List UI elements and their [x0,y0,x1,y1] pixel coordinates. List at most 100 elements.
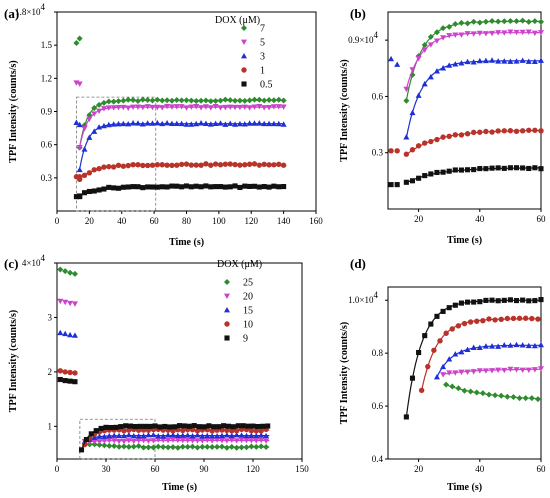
data-point [120,184,126,190]
data-point [174,444,181,451]
data-point [501,58,508,64]
data-point [227,184,233,190]
y-tick-label: 0.6 [372,401,384,411]
data-point [159,184,165,190]
data-point [214,432,221,439]
data-point [184,443,191,450]
data-point [165,432,172,438]
x-tick-label: 60 [150,216,160,226]
data-point [446,305,452,311]
panel-b: (b) 20 40 60 0.3 0.6 0.9×104 Time (s) TPF Intens… [339,6,546,246]
data-point [155,437,162,443]
data-point [189,438,196,444]
data-point [120,97,127,104]
data-point [265,423,271,429]
data-point [266,184,272,190]
data-point [520,165,526,171]
y-axis-label: TPF Intensity (counts/s) [8,60,19,162]
data-point [248,432,255,438]
data-point [101,164,107,170]
data-point [212,104,219,110]
data-point [222,121,229,127]
data-point [71,301,78,307]
x-axis-label: Time (s) [169,237,204,248]
data-point [440,134,446,140]
data-point [213,184,219,190]
data-point [440,25,447,32]
data-point [178,120,185,127]
data-point [261,120,268,127]
data-point [150,431,157,438]
data-point [173,120,180,127]
data-point [228,432,235,439]
data-point [120,432,127,439]
data-point [433,38,440,44]
data-point [135,184,141,190]
x-tick-label: 30 [102,464,112,474]
data-point [388,55,395,62]
data-point [482,31,489,37]
data-point [507,29,514,35]
data-point [467,388,474,395]
data-point [534,396,541,403]
data-point [394,182,400,188]
data-point [232,161,238,168]
data-point [134,104,141,110]
data-point [538,297,544,303]
data-point [513,367,520,373]
data-point [409,67,416,73]
data-point [125,96,132,103]
data-point [470,129,477,136]
data-point [202,120,209,126]
data-point [212,97,219,104]
data-point [538,30,544,36]
data-point [433,374,440,380]
data-point [206,423,212,429]
data-point [531,367,538,373]
series-3 [388,55,544,140]
data-point [91,111,98,117]
data-point [440,35,447,41]
data-point [281,183,287,190]
series-0.5 [388,165,544,188]
data-point [118,424,124,430]
data-point [243,437,250,444]
x-tick-label: 80 [182,216,192,226]
data-point [164,97,171,104]
data-point [422,333,428,339]
data-point [501,128,507,134]
data-point [501,297,507,303]
y-tick-label: 0.6 [41,140,53,150]
data-point [150,438,157,444]
data-point [422,140,428,146]
data-point [519,29,526,36]
data-point [91,167,97,173]
series-1 [73,161,287,183]
y-tick-label: 0.4 [372,454,384,464]
data-point [501,165,507,171]
data-point [157,424,163,430]
data-point [144,96,151,103]
data-point [202,97,209,104]
data-point [178,104,185,110]
data-point [246,161,253,167]
plot-frame [387,286,542,460]
data-point [188,184,194,190]
data-point [270,120,277,127]
data-point [489,368,496,374]
data-point [154,104,161,111]
data-point [101,438,108,444]
data-point [489,297,495,303]
data-point [449,383,456,390]
data-point [176,423,183,429]
data-point [150,444,157,451]
data-point [96,108,103,115]
data-point [513,29,520,36]
data-point [465,299,471,305]
data-point [516,315,523,321]
data-point [225,423,232,429]
data-point [489,165,495,171]
data-point [409,109,416,116]
data-point [461,320,468,327]
data-point [193,103,200,110]
